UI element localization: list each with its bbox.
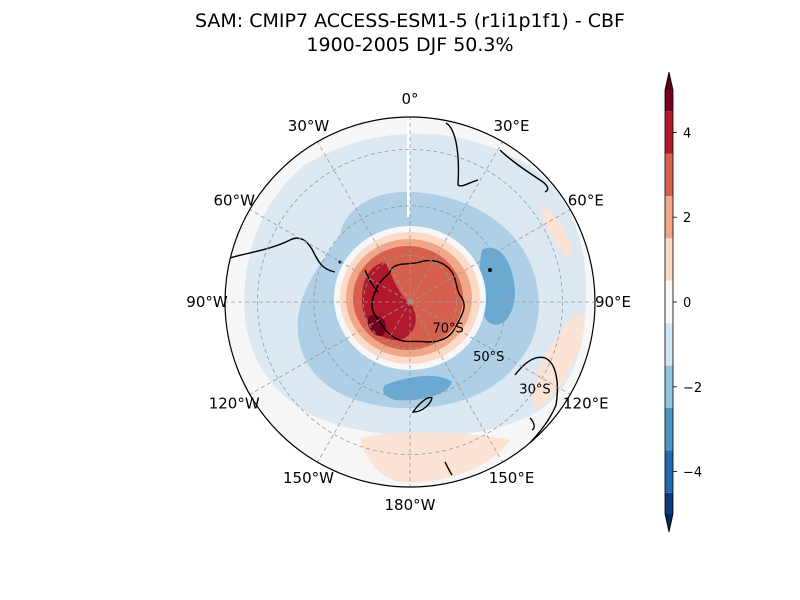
colorbar-segment <box>665 153 673 196</box>
colorbar-segment <box>665 492 673 514</box>
lon-label: 30°W <box>288 117 330 135</box>
colorbar-tick-label: −4 <box>683 466 702 481</box>
lon-label: 90°E <box>595 293 631 311</box>
colorbar-segment <box>665 323 673 366</box>
lon-label: 90°W <box>186 293 228 311</box>
latitude-labels: 70°S 50°S 30°S <box>433 322 551 398</box>
south-america-coast <box>229 237 336 273</box>
colorbar-segment <box>665 238 673 281</box>
africa-east <box>499 149 549 193</box>
lon-label: 60°W <box>213 192 255 210</box>
meridian-line <box>317 141 411 303</box>
meridian-line <box>249 301 411 395</box>
chart-subtitle: 1900-2005 DJF 50.3% <box>306 34 514 56</box>
seam-wedge <box>407 117 410 217</box>
map-boundary <box>224 116 596 488</box>
lat-label: 30°S <box>519 382 550 397</box>
colorbar-segment <box>665 280 673 324</box>
meridian-line <box>317 301 411 463</box>
contour-neg-strong-south <box>383 375 452 401</box>
colorbar-extend-max <box>665 72 673 90</box>
lat-circle-70 <box>363 255 457 349</box>
lat-label: 70°S <box>433 322 464 337</box>
lat-circle-50 <box>313 205 507 399</box>
lat-label: 50°S <box>473 350 504 365</box>
australia-coast <box>514 356 559 449</box>
colorbar-segment <box>665 111 673 154</box>
field-layer <box>225 117 595 487</box>
colorbar-tick-label: 4 <box>683 126 691 141</box>
island-marker-kerguelen <box>488 268 492 272</box>
meridian-line <box>409 209 571 303</box>
contour-pos-weak-east <box>540 205 571 260</box>
colorbar-segment <box>665 90 673 112</box>
africa-coast <box>445 122 479 187</box>
meridian-line <box>409 301 503 463</box>
lon-label: 0° <box>401 90 418 108</box>
antarctic-peninsula <box>364 269 379 293</box>
lon-label: 150°E <box>489 469 535 487</box>
colorbar-segment <box>665 408 673 451</box>
nz-south <box>444 461 453 476</box>
antarctica-coast <box>371 259 465 343</box>
meridian-line <box>409 141 503 303</box>
lon-label: 180°W <box>385 496 436 514</box>
lon-label: 30°E <box>493 117 529 135</box>
meridian-line <box>249 209 411 303</box>
colorbar-segment <box>665 450 673 493</box>
new-zealand <box>411 396 433 413</box>
longitude-labels: 0° 30°E 60°E 90°E 120°E 150°E 180°W 150°W 120°W 9… <box>186 90 631 514</box>
lon-label: 60°E <box>568 192 604 210</box>
lon-label: 120°E <box>563 395 609 413</box>
meridian-line <box>409 301 571 395</box>
graticule <box>225 117 595 487</box>
colorbar: −4 −2 0 2 4 <box>664 71 702 533</box>
colorbar-segment <box>665 196 673 239</box>
tasmania <box>529 417 535 431</box>
contour-pos-weak-south <box>360 432 510 483</box>
contour-pos-5 <box>367 314 387 337</box>
lon-label: 120°W <box>209 395 260 413</box>
lat-circle-30 <box>257 149 563 455</box>
coastlines <box>229 122 559 476</box>
colorbar-outline <box>664 71 674 533</box>
colorbar-segment <box>665 365 673 408</box>
colorbar-tick-label: −2 <box>683 381 702 396</box>
contour-pos-weak-se <box>533 312 585 410</box>
chart-title: SAM: CMIP7 ACCESS-ESM1-5 (r1i1p1f1) - CB… <box>195 10 625 32</box>
lon-label: 150°W <box>283 469 334 487</box>
colorbar-tick-label: 2 <box>683 211 691 226</box>
colorbar-extend-min <box>665 514 673 532</box>
colorbar-tick-label: 0 <box>683 296 691 311</box>
